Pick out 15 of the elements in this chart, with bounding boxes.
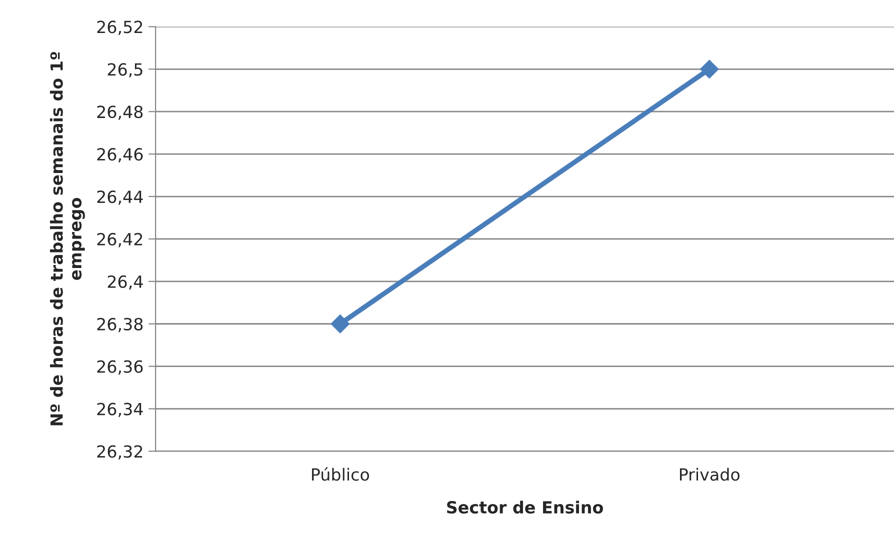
y-tick-label: 26,44: [97, 190, 143, 205]
y-axis-title: Nº de horas de trabalho semanais do 1º emprego: [50, 52, 85, 426]
y-tick-label: 26,4: [108, 275, 143, 290]
x-tick-label: Público: [312, 467, 370, 481]
y-tick-label: 26,38: [97, 318, 143, 332]
x-axis-title: Sector de Ensino: [447, 500, 603, 514]
y-tick-label: 26,5: [108, 63, 142, 78]
y-tick-label: 26,42: [97, 232, 142, 248]
y-tick-label: 26,32: [97, 445, 142, 460]
y-tick-label: 26,48: [97, 106, 143, 120]
y-tick-label: 26,36: [97, 360, 143, 375]
x-tick-label: Privado: [680, 468, 740, 481]
y-tick-label: 26,52: [97, 20, 142, 35]
y-tick-label: 26,46: [97, 148, 143, 162]
y-tick-label: 26,34: [97, 402, 143, 418]
